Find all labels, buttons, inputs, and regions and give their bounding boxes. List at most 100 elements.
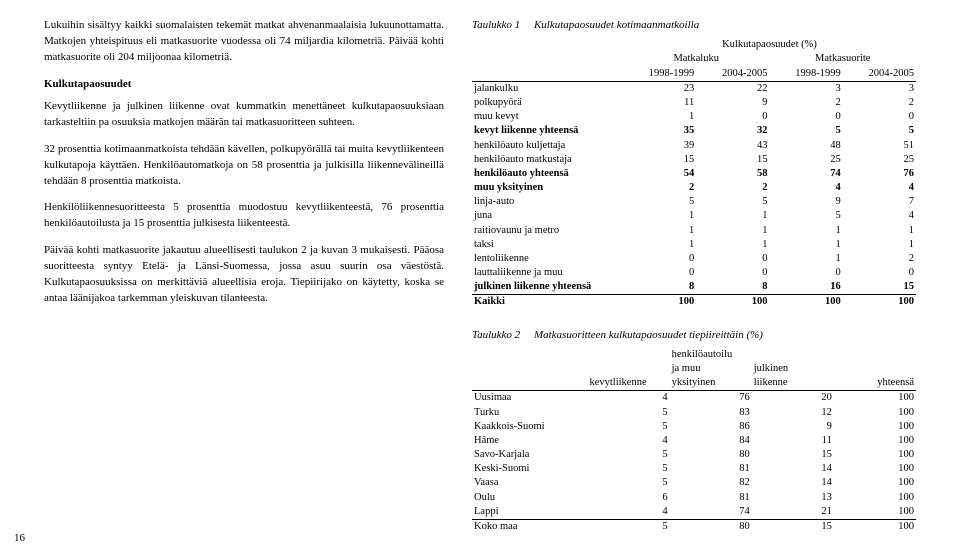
table-row-label: raitiovaunu ja metro (472, 224, 623, 238)
table-row-label: Savo-Karjala (472, 448, 587, 462)
table2-h1: kevytliikenne (587, 376, 669, 391)
table-cell: 51 (843, 139, 916, 153)
table-row-label: Kaikki (472, 295, 623, 310)
table-cell: 13 (752, 491, 834, 505)
table-cell: 100 (834, 519, 916, 534)
table-cell: 0 (769, 266, 842, 280)
table-cell: 14 (752, 462, 834, 476)
table-cell: 35 (623, 124, 696, 138)
table-cell: 48 (769, 139, 842, 153)
table-cell: 80 (670, 519, 752, 534)
table-row-label: muu kevyt (472, 110, 623, 124)
table-cell: 2 (696, 181, 769, 195)
table-cell: 1 (769, 252, 842, 266)
table-cell: 83 (670, 406, 752, 420)
table2-h2a: henkilöautoilu (670, 348, 752, 362)
table-cell: 100 (769, 295, 842, 310)
table2-title: Taulukko 2 Matkasuoritteen kulkutapaosuu… (472, 328, 916, 342)
table1-title: Taulukko 1 Kulkutapaosuudet kotimaanmatk… (472, 18, 916, 32)
table-cell: 4 (843, 209, 916, 223)
table-cell: 21 (752, 505, 834, 520)
subheading-kulkutapaosuudet: Kulkutapaosuudet (44, 77, 444, 93)
table-cell: 8 (696, 280, 769, 295)
right-column: Taulukko 1 Kulkutapaosuudet kotimaanmatk… (458, 0, 960, 554)
table-cell: 76 (843, 167, 916, 181)
table-row-label: muu yksityinen (472, 181, 623, 195)
table1-superheader: Kulkutapaosuudet (%) (623, 38, 916, 52)
table-cell: 100 (834, 462, 916, 476)
table-cell: 54 (623, 167, 696, 181)
paragraph-1: Lukuihin sisältyy kaikki suomalaisten te… (44, 18, 444, 66)
table2-caption: Matkasuoritteen kulkutapaosuudet tiepiir… (534, 329, 763, 341)
table-cell: 100 (834, 406, 916, 420)
table2-h2c: yksityinen (670, 376, 752, 391)
table-cell: 100 (834, 491, 916, 505)
table-cell: 100 (834, 448, 916, 462)
table-row-label: lauttaliikenne ja muu (472, 266, 623, 280)
table-cell: 22 (696, 81, 769, 96)
table2-h2b: ja muu (670, 362, 752, 376)
table-cell: 0 (623, 252, 696, 266)
paragraph-2: Kevytliikenne ja julkinen liikenne ovat … (44, 99, 444, 131)
table-cell: 1 (696, 209, 769, 223)
table-cell: 14 (752, 476, 834, 490)
table-cell: 4 (587, 505, 669, 520)
table-row-label: Oulu (472, 491, 587, 505)
table-row-label: taksi (472, 238, 623, 252)
paragraph-3: 32 prosenttia kotimaanmatkoista tehdään … (44, 142, 444, 190)
table-cell: 5 (587, 519, 669, 534)
table-cell: 74 (769, 167, 842, 181)
table-row-label: Turku (472, 406, 587, 420)
table-cell: 100 (623, 295, 696, 310)
table-cell: 25 (843, 153, 916, 167)
table-cell: 82 (670, 476, 752, 490)
table-cell: 86 (670, 420, 752, 434)
table-cell: 1 (623, 224, 696, 238)
table-cell: 9 (769, 195, 842, 209)
table-cell: 1 (623, 238, 696, 252)
table-cell: 76 (670, 391, 752, 406)
table-cell: 9 (696, 96, 769, 110)
table-cell: 1 (843, 238, 916, 252)
table-cell: 15 (752, 448, 834, 462)
table-cell: 100 (834, 505, 916, 520)
table-cell: 81 (670, 491, 752, 505)
table-cell: 43 (696, 139, 769, 153)
table-cell: 3 (769, 81, 842, 96)
table-cell: 5 (623, 195, 696, 209)
table-cell: 11 (752, 434, 834, 448)
table-cell: 84 (670, 434, 752, 448)
table-cell: 1 (843, 224, 916, 238)
table-cell: 15 (696, 153, 769, 167)
table1-label: Taulukko 1 (472, 19, 520, 31)
table-row-label: jalankulku (472, 81, 623, 96)
table-row-label: julkinen liikenne yhteensä (472, 280, 623, 295)
table-row-label: Kaakkois-Suomi (472, 420, 587, 434)
table-cell: 1 (769, 238, 842, 252)
table-cell: 2 (769, 96, 842, 110)
table1-colgroup2: Matkasuorite (769, 52, 916, 66)
table2-h4: yhteensä (834, 376, 916, 391)
table-row-label: linja-auto (472, 195, 623, 209)
table-cell: 100 (843, 295, 916, 310)
table1-col2: 2004-2005 (696, 67, 769, 82)
table1-colgroup1: Matkaluku (623, 52, 770, 66)
table1-col3: 1998-1999 (769, 67, 842, 82)
table1: Kulkutapaosuudet (%) MatkalukuMatkasuori… (472, 38, 916, 309)
table-cell: 4 (587, 391, 669, 406)
table-row-label: henkilöauto kuljettaja (472, 139, 623, 153)
table-cell: 1 (769, 224, 842, 238)
table-row-label: polkupyörä (472, 96, 623, 110)
table2-h3a: julkinen (752, 362, 834, 376)
table-cell: 1 (623, 110, 696, 124)
table-row-label: Lappi (472, 505, 587, 520)
table-cell: 80 (670, 448, 752, 462)
table-cell: 1 (696, 224, 769, 238)
table-cell: 25 (769, 153, 842, 167)
table-cell: 32 (696, 124, 769, 138)
table-cell: 1 (623, 209, 696, 223)
table-cell: 0 (843, 266, 916, 280)
table-cell: 11 (623, 96, 696, 110)
table-cell: 8 (623, 280, 696, 295)
table-cell: 100 (834, 420, 916, 434)
